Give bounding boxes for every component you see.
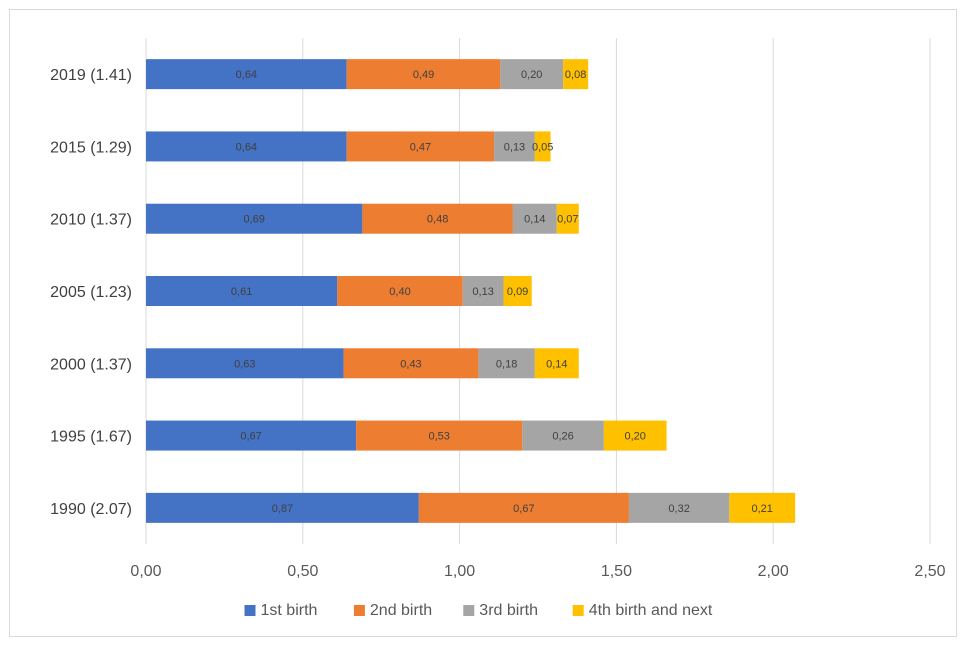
x-tick-label: 0,00 <box>130 563 161 580</box>
category-label: 2005 (1.23) <box>50 284 132 301</box>
legend-label: 3rd birth <box>479 602 538 619</box>
data-label: 0,64 <box>236 141 257 153</box>
x-tick-label: 0,50 <box>287 563 318 580</box>
bar-segment <box>462 276 504 306</box>
data-label: 0,07 <box>557 214 578 226</box>
bar-segment <box>563 59 589 90</box>
x-tick-label: 2,50 <box>914 563 945 580</box>
legend-label: 1st birth <box>261 602 318 619</box>
legend-label: 2nd birth <box>370 602 432 619</box>
data-label: 0,61 <box>231 286 252 298</box>
legend-swatch <box>572 605 584 616</box>
data-label: 0,64 <box>236 69 257 81</box>
bar-segment <box>500 59 564 90</box>
legend-swatch <box>463 605 475 616</box>
legend: 1st birth 2nd birth 3rd birth 4th birth and… <box>244 602 713 619</box>
bar-segment <box>534 131 551 162</box>
data-label: 0,26 <box>552 431 573 443</box>
data-label: 0,32 <box>668 503 689 515</box>
bar-segment <box>512 203 557 234</box>
data-label: 0,67 <box>513 503 534 515</box>
data-label: 0,09 <box>507 286 528 298</box>
bar-segment <box>729 492 796 523</box>
bar-segment <box>146 59 347 90</box>
bar-segment <box>343 348 479 379</box>
bar-segment <box>146 348 344 379</box>
data-label: 0,13 <box>504 141 525 153</box>
category-label: 1990 (2.07) <box>50 501 132 518</box>
legend-label: 4th birth and next <box>589 602 713 619</box>
data-label: 0,69 <box>243 214 264 226</box>
bar-segment <box>522 420 604 451</box>
category-label: 2000 (1.37) <box>50 356 132 373</box>
data-label: 0,08 <box>565 69 586 81</box>
stacked-bar-chart: 0,64 0,49 0,20 0,08 0,64 0,47 0,13 0,05 0,69 0,48… <box>50 38 946 619</box>
category-label: 1995 (1.67) <box>50 429 132 446</box>
data-label: 0,13 <box>472 286 493 298</box>
bar-segment <box>356 420 523 451</box>
data-label: 0,63 <box>234 358 255 370</box>
bar-segment <box>146 276 338 306</box>
bar-segment <box>362 203 513 234</box>
data-label: 0,14 <box>524 214 545 226</box>
data-label: 0,48 <box>427 214 448 226</box>
bar-segment <box>337 276 463 306</box>
bar-segment <box>628 492 730 523</box>
legend-swatch <box>353 605 365 616</box>
bar-segment <box>146 131 347 162</box>
bar-segment <box>478 348 535 379</box>
bar-segment <box>346 59 501 90</box>
bar-segment <box>418 492 629 523</box>
bar-segment <box>146 492 419 523</box>
data-label: 0,47 <box>410 141 431 153</box>
data-label: 0,20 <box>625 431 646 443</box>
axes: 0,00 0,50 1,00 1,50 2,00 2,50 2019 (1.41) 2015 … <box>50 67 946 580</box>
bar-segment <box>494 131 535 162</box>
category-label: 2019 (1.41) <box>50 67 132 84</box>
bar-segment <box>146 203 363 234</box>
bar-segment <box>146 420 357 451</box>
x-tick-label: 1,00 <box>444 563 475 580</box>
data-label: 0,49 <box>413 69 434 81</box>
data-label: 0,05 <box>532 141 553 153</box>
bars: 0,64 0,49 0,20 0,08 0,64 0,47 0,13 0,05 0,69 0,48… <box>146 59 796 523</box>
bar-segment <box>534 348 579 379</box>
bar-segment <box>503 276 532 306</box>
data-label: 0,14 <box>546 358 567 370</box>
legend-swatch <box>244 605 256 616</box>
chart-area: 0,64 0,49 0,20 0,08 0,64 0,47 0,13 0,05 0,69 0,48… <box>9 9 957 637</box>
x-tick-label: 2,00 <box>758 563 789 580</box>
bar-segment <box>346 131 495 162</box>
bar-segment <box>556 203 579 234</box>
data-label: 0,21 <box>752 503 773 515</box>
category-label: 2010 (1.37) <box>50 212 132 229</box>
category-label: 2015 (1.29) <box>50 139 132 156</box>
data-label: 0,20 <box>521 69 542 81</box>
data-label: 0,87 <box>272 503 293 515</box>
data-label: 0,43 <box>400 358 421 370</box>
data-label: 0,67 <box>240 431 261 443</box>
data-label: 0,40 <box>389 286 410 298</box>
data-label: 0,18 <box>496 358 517 370</box>
data-label: 0,53 <box>429 431 450 443</box>
x-tick-label: 1,50 <box>601 563 632 580</box>
bar-segment <box>603 420 667 451</box>
